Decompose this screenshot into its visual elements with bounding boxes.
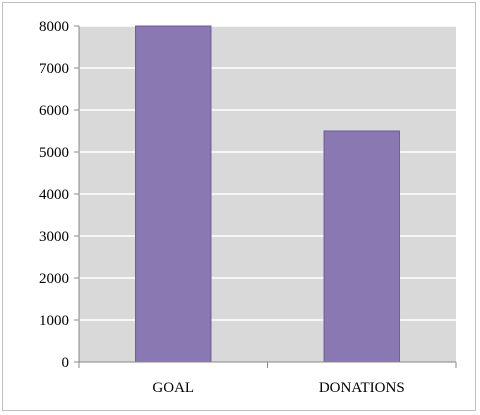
y-tick-label: 2000 [39, 271, 69, 287]
bar-donations [323, 130, 400, 363]
y-tick-label: 8000 [39, 19, 69, 35]
y-tick-label: 5000 [39, 145, 69, 161]
x-axis-labels: GOAL DONATIONS [152, 380, 404, 396]
bars [135, 25, 400, 363]
y-tick-label: 6000 [39, 103, 69, 119]
y-tick-label: 7000 [39, 61, 69, 77]
bar-goal [135, 25, 212, 363]
y-tick-label: 3000 [39, 229, 69, 245]
x-category-label: GOAL [152, 380, 194, 396]
y-axis-ticks: 0 1000 2000 3000 4000 5000 6000 7000 8000 [39, 19, 79, 371]
x-category-label: DONATIONS [319, 380, 405, 396]
y-tick-label: 1000 [39, 313, 69, 329]
y-tick-label: 4000 [39, 187, 69, 203]
y-tick-label: 0 [62, 355, 70, 371]
